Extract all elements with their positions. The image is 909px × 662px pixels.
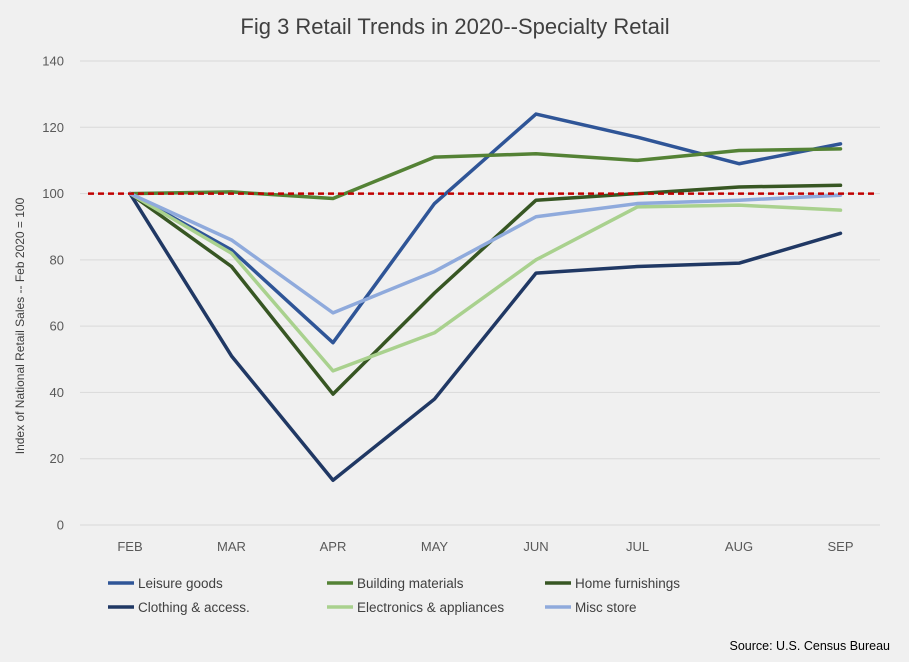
series-line-1 (128, 112, 843, 345)
y-tick-label: 140 (42, 54, 64, 69)
series-line-3 (128, 183, 843, 396)
y-tick-label: 100 (42, 186, 64, 201)
y-tick-label: 0 (57, 518, 64, 533)
x-axis-ticks: FEB MAR APR MAY JUN JUL AUG SEP (117, 539, 853, 554)
series-lines (128, 112, 843, 483)
x-tick-label: MAR (217, 539, 246, 554)
x-tick-label: AUG (725, 539, 753, 554)
series-line-4 (128, 191, 843, 483)
x-tick-label: JUL (626, 539, 649, 554)
legend-label: Misc store (575, 600, 637, 615)
chart-title: Fig 3 Retail Trends in 2020--Specialty R… (240, 14, 669, 39)
legend: Leisure goods Building materials Home furn… (108, 576, 680, 615)
y-tick-label: 40 (50, 385, 64, 400)
series-line-6 (128, 191, 843, 315)
y-axis-ticks: 0 20 40 60 80 100 120 140 (42, 54, 64, 533)
source-note: Source: U.S. Census Bureau (730, 639, 891, 653)
y-axis-label: Index of National Retail Sales -- Feb 20… (13, 197, 27, 454)
legend-label: Home furnishings (575, 576, 680, 591)
gridlines (80, 60, 880, 526)
legend-label: Clothing & access. (138, 600, 250, 615)
y-tick-label: 80 (50, 252, 64, 267)
x-tick-label: APR (320, 539, 347, 554)
x-tick-label: FEB (117, 539, 142, 554)
y-tick-label: 120 (42, 120, 64, 135)
x-tick-label: JUN (523, 539, 548, 554)
series-line-5 (128, 191, 843, 373)
series-line-2 (128, 147, 843, 201)
legend-label: Electronics & appliances (357, 600, 504, 615)
x-tick-label: MAY (421, 539, 449, 554)
y-tick-label: 60 (50, 319, 64, 334)
legend-label: Leisure goods (138, 576, 223, 591)
x-tick-label: SEP (827, 539, 853, 554)
legend-label: Building materials (357, 576, 464, 591)
y-tick-label: 20 (50, 451, 64, 466)
